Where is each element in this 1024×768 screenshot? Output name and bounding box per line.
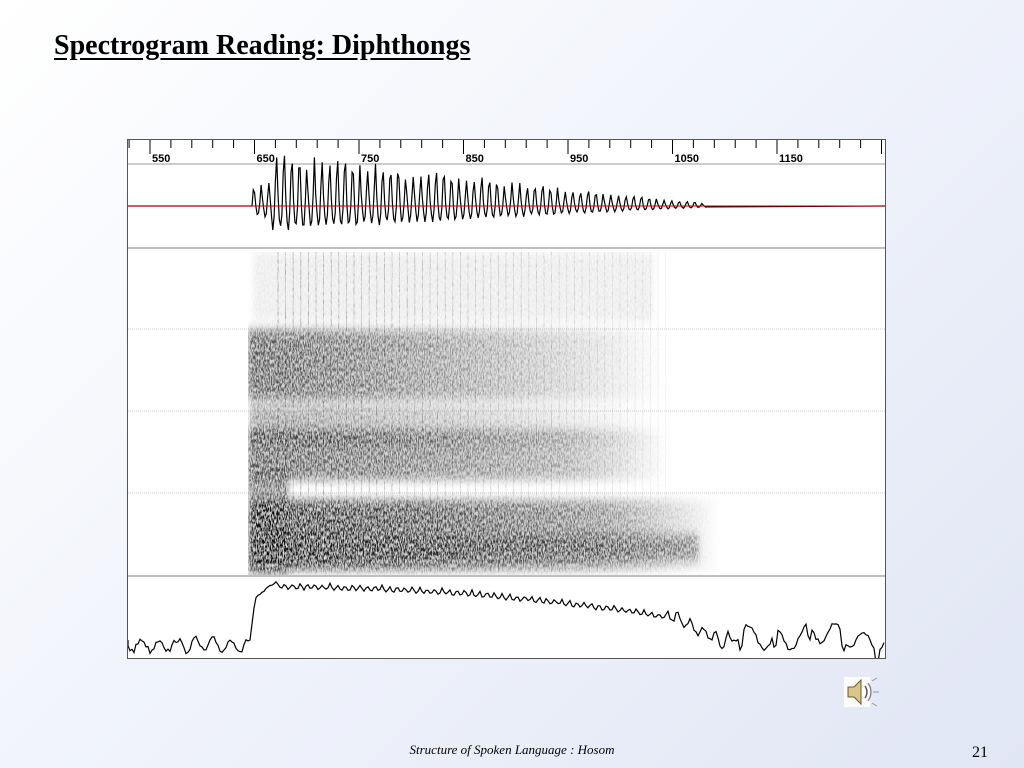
speaker-icon[interactable] [842, 674, 882, 710]
time-tick-label: 750 [361, 153, 379, 165]
time-ruler: 550 650 750 850 950 1050 1150 [128, 140, 885, 165]
time-tick-label: 550 [152, 153, 170, 165]
slide-title: Spectrogram Reading: Diphthongs [54, 30, 471, 61]
spectrogram-svg: 550 650 750 850 950 1050 1150 [128, 140, 885, 658]
time-tick-label: 950 [570, 153, 588, 165]
energy-contour [128, 580, 885, 658]
spectrogram-panel [128, 252, 885, 575]
time-tick-label: 650 [257, 153, 275, 165]
spectrogram-figure: 550 650 750 850 950 1050 1150 [127, 139, 886, 659]
time-tick-label: 850 [466, 153, 484, 165]
footer-text: Structure of Spoken Language : Hosom [409, 742, 615, 757]
time-tick-label: 1150 [779, 153, 803, 165]
time-tick-label: 1050 [675, 153, 699, 165]
waveform-panel [128, 155, 885, 231]
page-number: 21 [972, 744, 988, 761]
